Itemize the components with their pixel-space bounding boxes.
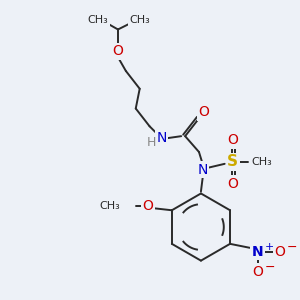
Text: −: − bbox=[286, 241, 297, 254]
Text: S: S bbox=[227, 154, 238, 169]
Text: O: O bbox=[274, 245, 285, 259]
Text: CH₃: CH₃ bbox=[100, 201, 121, 211]
Text: O: O bbox=[199, 106, 209, 119]
Text: N: N bbox=[198, 163, 208, 177]
Text: N: N bbox=[156, 131, 167, 145]
Text: +: + bbox=[265, 242, 274, 252]
Text: H: H bbox=[147, 136, 156, 148]
Text: −: − bbox=[265, 261, 275, 274]
Text: O: O bbox=[227, 177, 238, 190]
Text: N: N bbox=[252, 245, 263, 259]
Text: O: O bbox=[227, 133, 238, 147]
Text: O: O bbox=[143, 199, 154, 213]
Text: CH₃: CH₃ bbox=[129, 15, 150, 25]
Text: CH₃: CH₃ bbox=[88, 15, 109, 25]
Text: CH₃: CH₃ bbox=[252, 157, 273, 167]
Text: O: O bbox=[252, 265, 263, 278]
Text: O: O bbox=[112, 44, 123, 58]
